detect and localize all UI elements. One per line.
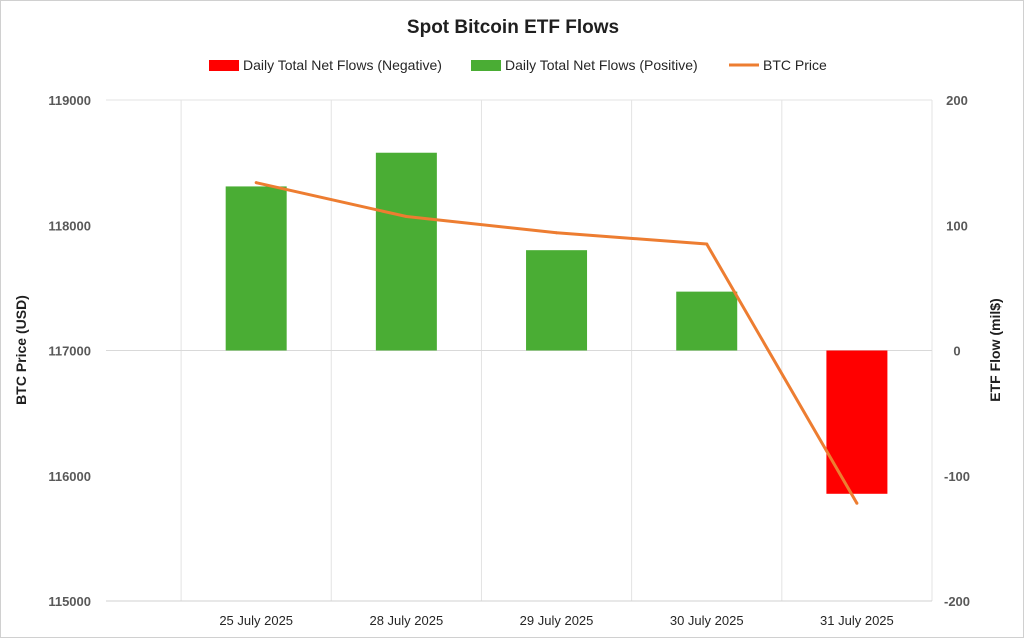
- legend-item-negative: Daily Total Net Flows (Negative): [209, 57, 442, 73]
- y2-axis-ticks: -200 -100 0 100 200: [944, 93, 970, 609]
- btc-price-point: [404, 214, 408, 218]
- btc-price-point: [855, 501, 859, 505]
- y2-tick-label: 100: [946, 218, 968, 233]
- y2-axis-title: ETF Flow (mil$): [987, 298, 1003, 401]
- bars: [225, 152, 888, 494]
- x-axis-ticks: 25 July 2025 28 July 2025 29 July 2025 30 J…: [219, 613, 893, 628]
- x-tick-label: 31 July 2025: [820, 613, 894, 628]
- x-tick-label: 28 July 2025: [369, 613, 443, 628]
- btc-price-point: [254, 181, 258, 185]
- y2-tick-label: -100: [944, 469, 970, 484]
- x-tick-label: 29 July 2025: [520, 613, 594, 628]
- price-line: [254, 181, 859, 505]
- y-tick-label: 115000: [48, 594, 91, 609]
- legend: Daily Total Net Flows (Negative) Daily T…: [209, 57, 827, 73]
- legend-item-positive: Daily Total Net Flows (Positive): [471, 57, 698, 73]
- y-tick-label: 116000: [48, 469, 91, 484]
- y2-tick-label: 200: [946, 93, 968, 108]
- y-tick-label: 117000: [48, 344, 91, 359]
- bar-positive-2: [375, 152, 437, 351]
- btc-price-point: [555, 231, 559, 235]
- y-axis-ticks: 115000 116000 117000 118000 119000: [48, 93, 91, 609]
- legend-label-btc-price: BTC Price: [763, 57, 827, 73]
- legend-swatch-negative: [209, 60, 239, 71]
- btc-price-point: [705, 242, 709, 246]
- y-axis-title: BTC Price (USD): [13, 295, 29, 405]
- bar-negative-5: [826, 350, 888, 494]
- bar-positive-3: [526, 250, 588, 351]
- legend-swatch-positive: [471, 60, 501, 71]
- y2-tick-label: 0: [953, 344, 960, 359]
- chart-title: Spot Bitcoin ETF Flows: [407, 17, 619, 38]
- legend-label-positive: Daily Total Net Flows (Positive): [505, 57, 698, 73]
- y-tick-label: 119000: [48, 93, 91, 108]
- bar-positive-1: [225, 186, 287, 351]
- y-tick-label: 118000: [48, 218, 91, 233]
- gridlines: [106, 99, 933, 602]
- y2-tick-label: -200: [944, 594, 970, 609]
- x-tick-label: 30 July 2025: [670, 613, 744, 628]
- bar-positive-4: [676, 291, 738, 351]
- legend-label-negative: Daily Total Net Flows (Negative): [243, 57, 442, 73]
- x-tick-label: 25 July 2025: [219, 613, 293, 628]
- legend-item-btc-price: BTC Price: [729, 57, 827, 73]
